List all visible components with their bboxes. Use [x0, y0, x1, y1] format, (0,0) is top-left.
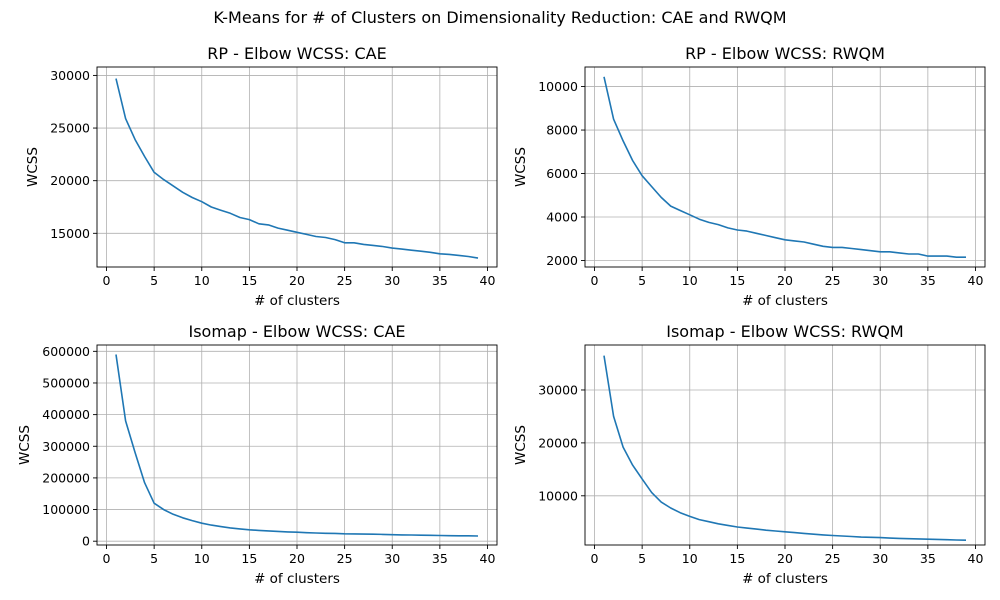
- y-tick-label: 6000: [546, 166, 578, 181]
- subplot-2: 0 5 10 15 20 25 30 35 40 2000 4000 6000 8000 10000 RP …: [513, 44, 986, 309]
- x-tick-label: 20: [289, 273, 305, 288]
- y-tick-label: 20000: [538, 435, 578, 450]
- x-tick-label: 35: [920, 273, 936, 288]
- x-tick-label: 30: [872, 551, 888, 566]
- series-line: [115, 354, 479, 537]
- x-tick-label: 15: [241, 551, 257, 566]
- y-tick-label: 200000: [42, 470, 90, 485]
- x-tick-label: 10: [194, 551, 210, 566]
- x-tick-label: 10: [194, 273, 210, 288]
- x-tick-label: 20: [777, 273, 793, 288]
- y-tick-label: 2000: [546, 253, 578, 268]
- y-tick-label: 400000: [42, 407, 90, 422]
- y-tick-label: 20000: [50, 173, 90, 188]
- x-tick-label: 10: [682, 551, 698, 566]
- y-tick-label: 15000: [50, 226, 90, 241]
- figure-title: K-Means for # of Clusters on Dimensional…: [213, 8, 787, 27]
- x-tick-label: 40: [968, 273, 984, 288]
- x-tick-label: 5: [638, 551, 646, 566]
- subplot-1: 0 5 10 15 20 25 30 35 40 15000 20000 25000 30000 RP -…: [25, 44, 498, 309]
- y-tick-label: 500000: [42, 375, 90, 390]
- x-tick-label: 35: [432, 551, 448, 566]
- x-tick-label: 5: [150, 551, 158, 566]
- series-line: [603, 355, 967, 541]
- x-tick-label: 5: [150, 273, 158, 288]
- series-line: [115, 78, 479, 259]
- x-tick-label: 15: [241, 273, 257, 288]
- x-tick-label: 0: [103, 551, 111, 566]
- y-tick-label: 30000: [50, 68, 90, 83]
- y-tick-label: 600000: [42, 344, 90, 359]
- x-tick-label: 30: [384, 551, 400, 566]
- y-tick-label: 10000: [538, 488, 578, 503]
- x-axis-label: # of clusters: [742, 293, 828, 309]
- y-axis-label: WCSS: [17, 425, 33, 465]
- x-tick-label: 20: [289, 551, 305, 566]
- subplot-title: Isomap - Elbow WCSS: RWQM: [666, 322, 903, 341]
- x-tick-label: 25: [337, 551, 353, 566]
- x-axis-label: # of clusters: [254, 571, 340, 587]
- subplot-title: Isomap - Elbow WCSS: CAE: [188, 322, 405, 341]
- x-tick-label: 35: [432, 273, 448, 288]
- x-tick-label: 35: [920, 551, 936, 566]
- x-axis-label: # of clusters: [742, 571, 828, 587]
- y-axis-label: WCSS: [513, 147, 529, 187]
- x-axis-label: # of clusters: [254, 293, 340, 309]
- x-tick-label: 40: [480, 273, 496, 288]
- x-tick-label: 0: [591, 551, 599, 566]
- x-tick-label: 30: [384, 273, 400, 288]
- x-tick-label: 10: [682, 273, 698, 288]
- x-tick-label: 40: [480, 551, 496, 566]
- x-tick-label: 0: [591, 273, 599, 288]
- y-tick-label: 30000: [538, 382, 578, 397]
- x-tick-label: 25: [337, 273, 353, 288]
- subplot-4: 0 5 10 15 20 25 30 35 40 10000 20000 30000 Isomap - …: [513, 322, 986, 587]
- y-tick-label: 0: [82, 534, 90, 549]
- x-tick-label: 15: [729, 273, 745, 288]
- y-tick-label: 25000: [50, 121, 90, 136]
- x-tick-label: 20: [777, 551, 793, 566]
- subplot-title: RP - Elbow WCSS: CAE: [207, 44, 386, 63]
- y-tick-label: 10000: [538, 79, 578, 94]
- x-tick-label: 25: [825, 551, 841, 566]
- y-tick-label: 100000: [42, 502, 90, 517]
- y-axis-label: WCSS: [25, 147, 41, 187]
- y-tick-label: 8000: [546, 123, 578, 138]
- y-tick-label: 300000: [42, 439, 90, 454]
- x-tick-label: 25: [825, 273, 841, 288]
- y-tick-label: 4000: [546, 210, 578, 225]
- y-axis-label: WCSS: [513, 425, 529, 465]
- x-tick-label: 40: [968, 551, 984, 566]
- subplot-3: 0 5 10 15 20 25 30 35 40 0 100000 200000 300000 40000…: [17, 322, 498, 587]
- x-tick-label: 15: [729, 551, 745, 566]
- x-tick-label: 5: [638, 273, 646, 288]
- x-tick-label: 30: [872, 273, 888, 288]
- series-line: [603, 76, 966, 259]
- x-tick-label: 0: [103, 273, 111, 288]
- subplot-title: RP - Elbow WCSS: RWQM: [685, 44, 885, 63]
